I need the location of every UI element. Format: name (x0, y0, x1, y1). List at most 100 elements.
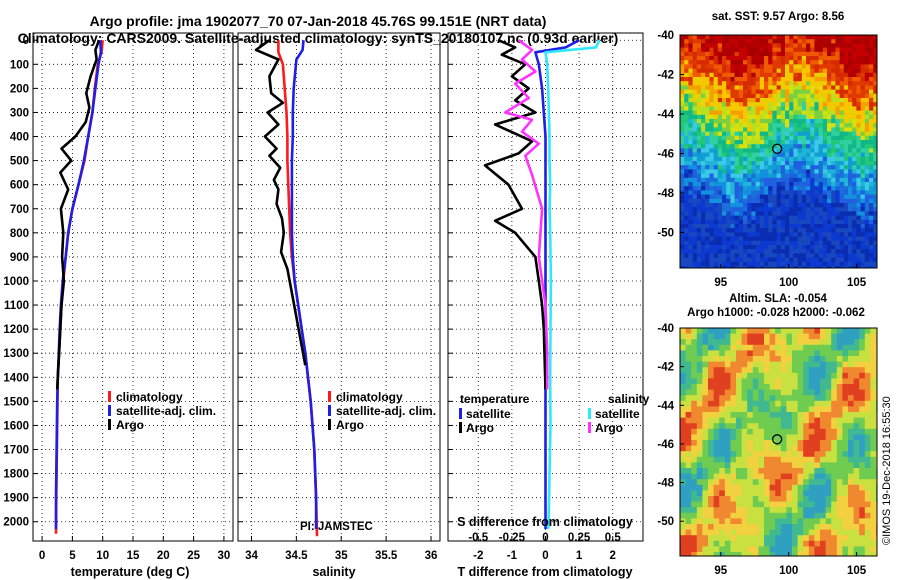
map-cell (696, 507, 703, 514)
map-cell (713, 219, 719, 225)
map-cell (747, 451, 754, 458)
map-cell (797, 440, 804, 446)
map-cell (759, 131, 765, 137)
x-tick-label: 36 (425, 550, 438, 562)
map-cell (701, 161, 706, 166)
map-cell (743, 249, 748, 254)
map-cell (709, 211, 714, 216)
map-cell (806, 123, 811, 128)
map-cell (722, 257, 727, 263)
map-cell (820, 490, 826, 497)
map-cell (775, 540, 782, 547)
map-cell (709, 245, 714, 250)
map-cell (839, 257, 845, 263)
map-cell (852, 266, 857, 268)
map-cell (801, 169, 807, 174)
map-cell (758, 423, 765, 430)
map-cell (864, 501, 871, 508)
map-cell (752, 412, 759, 418)
map-cell (705, 186, 710, 191)
map-cell (747, 64, 752, 69)
map-cell (831, 85, 836, 90)
map-cell (734, 203, 740, 208)
map-cell (848, 412, 854, 418)
map-cell (786, 535, 793, 542)
map-cell (831, 102, 836, 107)
map-cell (785, 140, 790, 145)
map-cell (810, 245, 815, 250)
map-cell (856, 43, 861, 48)
map-cell (856, 173, 861, 179)
map-cell (741, 451, 748, 458)
map-cell (860, 173, 866, 179)
map-cell (786, 507, 793, 514)
map-cell (839, 182, 845, 187)
map-cell (741, 378, 748, 385)
map-cell (808, 372, 815, 379)
map-cell (684, 60, 689, 65)
map-cell (864, 169, 870, 174)
map-cell (713, 451, 720, 458)
map-cell (772, 152, 777, 158)
map-cell (722, 131, 727, 137)
map-cell (764, 81, 769, 86)
map-cell (822, 165, 828, 170)
map-cell (688, 89, 693, 95)
map-cell (717, 98, 723, 103)
map-x-tick-label: 100 (779, 277, 798, 289)
map-cell (738, 249, 744, 254)
map-cell (701, 77, 706, 82)
map-cell (864, 261, 870, 267)
map-cell (818, 47, 824, 53)
map-cell (708, 484, 714, 491)
map-cell (764, 540, 770, 547)
map-cell (734, 131, 740, 137)
legend-swatch (588, 422, 591, 433)
map-cell (724, 344, 731, 351)
map-cell (747, 524, 754, 530)
map-cell (705, 72, 710, 78)
map-cell (856, 245, 861, 250)
map-cell (806, 81, 811, 86)
map-cell (820, 479, 826, 486)
map-cell (870, 507, 877, 514)
t-difference-axis-label: T difference from climatology (457, 565, 632, 579)
map-cell (743, 68, 748, 74)
map-cell (726, 169, 731, 174)
map-cell (848, 186, 853, 191)
map-cell (772, 77, 777, 82)
map-cell (827, 148, 832, 153)
map-cell (810, 110, 815, 116)
map-cell (730, 68, 735, 74)
map-cell (691, 440, 698, 446)
map-cell (736, 361, 742, 368)
map-cell (839, 72, 845, 78)
map-cell (803, 328, 810, 334)
map-cell (853, 546, 860, 553)
map-cell (705, 224, 710, 229)
x-tick-label: 0 (39, 550, 45, 562)
map-cell (839, 156, 845, 162)
map-cell (814, 344, 821, 351)
map-cell (810, 257, 815, 263)
map-cell (691, 356, 698, 362)
map-cell (792, 468, 798, 474)
map-cell (680, 266, 685, 268)
map-cell (820, 384, 826, 390)
map-cell (835, 261, 840, 267)
map-cell (831, 501, 838, 508)
map-cell (793, 47, 798, 53)
map-cell (726, 68, 731, 74)
map-cell (859, 333, 866, 340)
map-cell (691, 462, 698, 469)
map-cell (751, 43, 756, 48)
map-cell (797, 211, 803, 216)
map-cell (848, 140, 853, 145)
map-cell (839, 198, 845, 204)
map-cell (797, 240, 803, 246)
map-cell (764, 89, 769, 95)
map-cell (810, 85, 815, 90)
map-cell (719, 344, 726, 351)
map-cell (701, 152, 706, 158)
map-cell (831, 43, 836, 48)
